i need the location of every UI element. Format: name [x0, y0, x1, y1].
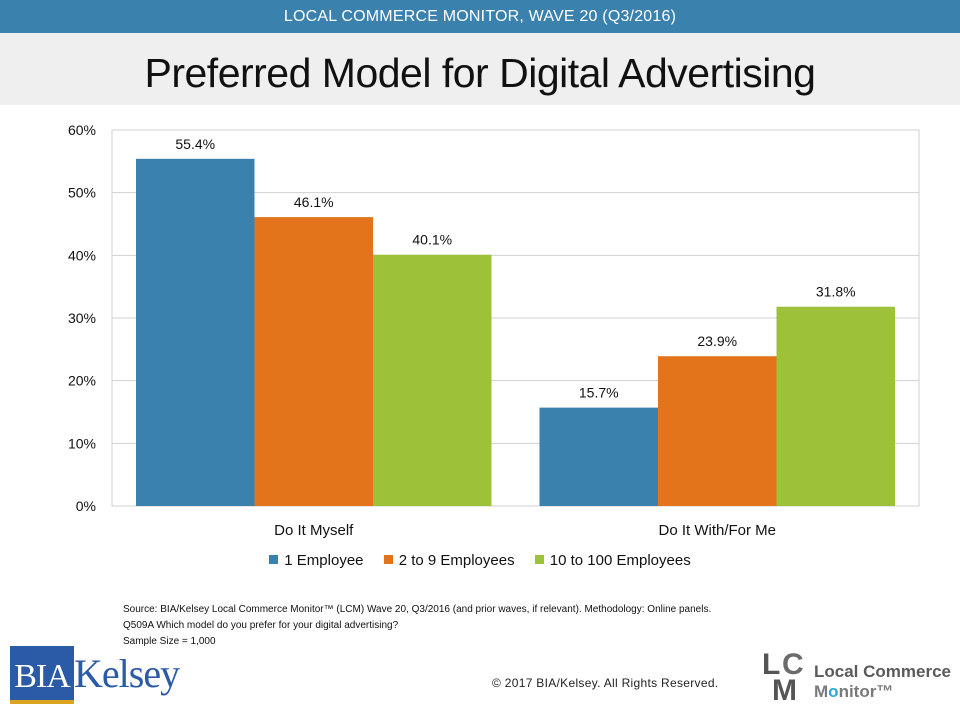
lcm-wordmark-line1: Local Commerce — [814, 662, 951, 681]
lcm-m: M — [814, 682, 829, 701]
bar — [373, 254, 492, 506]
lcm-wordmark-line2: Monitor™ — [814, 682, 951, 702]
data-label: 15.7% — [579, 385, 619, 401]
legend-item-2-9-employees: 2 to 9 Employees — [383, 552, 515, 569]
data-label: 46.1% — [294, 194, 334, 210]
y-tick-label: 50% — [68, 185, 96, 201]
lcm-o: o — [828, 682, 839, 701]
legend-item-10-100-employees: 10 to 100 Employees — [534, 552, 691, 569]
legend-swatch-10-100-employees — [534, 555, 544, 564]
bia-logo-box: BIA — [10, 646, 74, 704]
y-tick-label: 60% — [68, 122, 96, 138]
chart-legend: 1 Employee 2 to 9 Employees 10 to 100 Em… — [0, 552, 960, 569]
bar — [539, 407, 658, 506]
title-band: Preferred Model for Digital Advertising — [0, 33, 960, 105]
legend-swatch-2-9-employees — [383, 555, 393, 564]
question-line: Q509A Which model do you prefer for your… — [123, 620, 399, 631]
source-line: Source: BIA/Kelsey Local Commerce Monito… — [123, 604, 712, 615]
bar — [136, 158, 255, 506]
lcm-nitor: nitor™ — [838, 682, 894, 701]
bar — [254, 217, 373, 506]
legend-label-1-employee: 1 Employee — [284, 552, 364, 569]
banner-text: LOCAL COMMERCE MONITOR, WAVE 20 (Q3/2016… — [283, 8, 677, 25]
legend-item-1-employee: 1 Employee — [269, 552, 364, 569]
kelsey-wordmark: Kelsey — [74, 651, 180, 696]
bia-kelsey-logo: BIA Kelsey — [10, 646, 180, 704]
lcm-mark-m: M — [772, 674, 797, 707]
lcm-mark-l: L — [762, 648, 781, 681]
y-tick-label: 30% — [68, 310, 96, 326]
legend-swatch-1-employee — [269, 555, 279, 564]
lcm-wordmark: Local Commerce Monitor™ — [814, 662, 951, 702]
data-label: 55.4% — [175, 136, 215, 152]
y-tick-label: 10% — [68, 435, 96, 451]
data-label: 23.9% — [697, 333, 737, 349]
x-category-label: Do It Myself — [274, 522, 354, 539]
copyright: © 2017 BIA/Kelsey. All Rights Reserved. — [492, 676, 719, 690]
bar — [658, 356, 777, 506]
x-category-label: Do It With/For Me — [658, 522, 776, 539]
legend-label-10-100-employees: 10 to 100 Employees — [549, 552, 691, 569]
lcm-mark: L C M — [762, 648, 810, 708]
data-label: 31.8% — [816, 284, 856, 300]
sample-size-line: Sample Size = 1,000 — [123, 636, 216, 647]
lcm-logo: L C M Local Commerce Monitor™ — [762, 648, 952, 708]
top-banner: LOCAL COMMERCE MONITOR, WAVE 20 (Q3/2016… — [0, 0, 960, 33]
bar — [776, 306, 895, 506]
legend-label-2-9-employees: 2 to 9 Employees — [398, 552, 515, 569]
y-tick-label: 0% — [76, 498, 96, 514]
y-tick-label: 20% — [68, 373, 96, 389]
y-tick-label: 40% — [68, 247, 96, 263]
page-title: Preferred Model for Digital Advertising — [144, 50, 816, 96]
source-notes: Source: BIA/Kelsey Local Commerce Monito… — [123, 602, 711, 650]
data-label: 40.1% — [412, 232, 452, 248]
lcm-mark-c: C — [782, 648, 804, 681]
bar-chart: 0% 10% 20% 30% 40% 50% 60% 55.4% 46.1% 40.1% Do It… — [68, 122, 920, 539]
